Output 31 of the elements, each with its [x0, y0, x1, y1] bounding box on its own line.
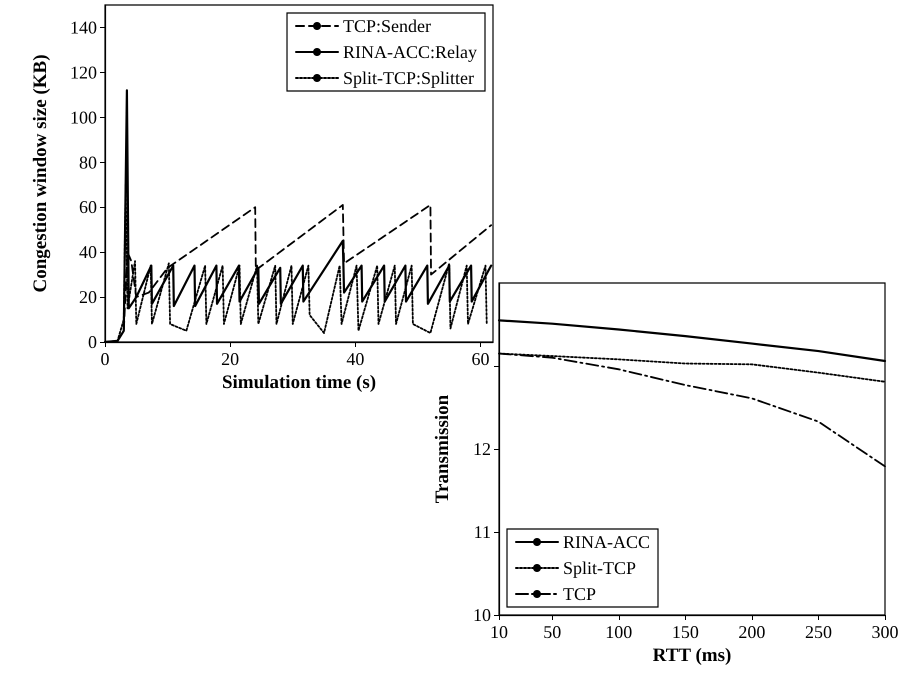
x-tick-label: 40 — [346, 349, 364, 369]
y-tick-label: 20 — [79, 287, 97, 308]
x-tick-label: 50 — [543, 622, 562, 642]
y-tick-label: 10 — [473, 605, 491, 625]
x-tick-label: 200 — [738, 622, 766, 642]
x-tick-label: 10 — [490, 622, 508, 642]
y-axis-title: Transmission — [432, 394, 453, 504]
legend-label: TCP — [563, 584, 596, 604]
legend-label: RINA-ACC — [563, 532, 650, 552]
x-tick-label: 250 — [804, 622, 832, 642]
x-axis-title: Simulation time (s) — [222, 372, 376, 393]
legend-label: Split-TCP:Splitter — [343, 68, 474, 88]
x-axis-title: RTT (ms) — [652, 644, 732, 666]
y-tick-label: 120 — [70, 62, 97, 82]
x-tick-label: 150 — [672, 622, 699, 642]
x-tick-label: 100 — [605, 622, 632, 642]
y-tick-label: 11 — [474, 522, 491, 542]
y-tick-label: 60 — [79, 197, 97, 218]
x-tick-label: 20 — [221, 349, 240, 369]
y-axis-title: Congestion window size (KB) — [30, 54, 51, 293]
y-tick-label: 80 — [79, 152, 97, 172]
y-tick-label: 12 — [473, 439, 491, 459]
y-tick-label: 40 — [79, 242, 97, 262]
y-tick-label: 100 — [70, 107, 97, 128]
legend-label: Split-TCP — [563, 558, 636, 578]
y-tick-label: 140 — [70, 17, 97, 38]
x-tick-label: 0 — [100, 349, 110, 369]
legend-label: RINA-ACC:Relay — [343, 42, 478, 62]
y-tick-label: 0 — [88, 332, 97, 352]
x-tick-label: 300 — [872, 622, 898, 642]
legend-label: TCP:Sender — [343, 16, 432, 36]
